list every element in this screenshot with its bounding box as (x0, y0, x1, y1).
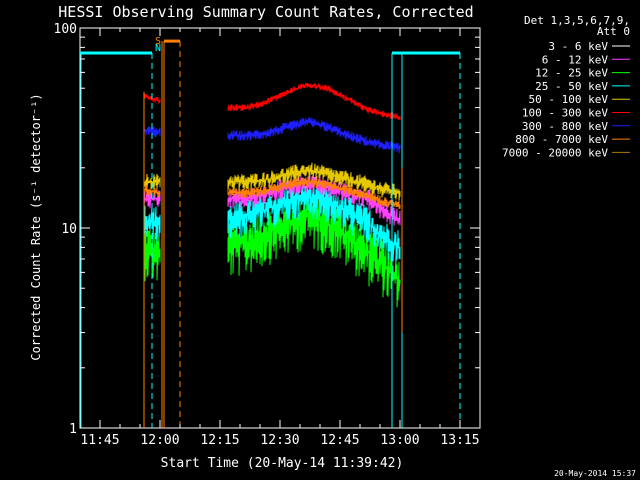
legend-entry-label: 300 - 800 keV (522, 120, 608, 133)
legend-header: Att 0 (597, 25, 630, 38)
series-trace (227, 179, 401, 262)
legend-entry-label: 7000 - 20000 keV (502, 146, 608, 159)
series-trace (227, 162, 401, 201)
legend-entry-label: 25 - 50 keV (535, 80, 608, 93)
series-trace (227, 195, 401, 308)
series-trace (143, 185, 161, 198)
y-tick-label: 10 (61, 222, 77, 237)
x-tick-label: 12:00 (140, 433, 179, 448)
series-trace (227, 177, 401, 210)
x-tick-label: 13:15 (440, 433, 479, 448)
series-trace (227, 82, 401, 121)
y-tick-label: 100 (54, 22, 77, 37)
axes-layer: 11:45 12:00 12:15 12:30 12:45 13:00 13:15 1 10 10… (54, 22, 481, 448)
legend-entry-label: 800 - 7000 keV (515, 133, 608, 146)
x-tick-label: 12:30 (260, 433, 299, 448)
legend-entry-label: 100 - 300 keV (522, 107, 608, 120)
legend-entry-label: 12 - 25 keV (535, 67, 608, 80)
y-tick-label: 1 (69, 422, 77, 437)
legend-entry-label: 50 - 100 keV (529, 93, 609, 106)
series-trace (143, 229, 161, 282)
saa-night-markers: SN (80, 36, 461, 428)
x-axis-label: Start Time (20-May-14 11:39:42) (161, 456, 404, 471)
series-trace (143, 126, 161, 137)
x-tick-label: 12:15 (200, 433, 239, 448)
footer-timestamp: 20-May-2014 15:37 (554, 469, 636, 478)
annotation-s: S (155, 36, 161, 47)
x-tick-label: 13:00 (380, 433, 419, 448)
chart-title: HESSI Observing Summary Count Rates, Cor… (58, 3, 473, 21)
traces-layer (143, 82, 401, 308)
legend-entry-label: 3 - 6 keV (548, 40, 608, 53)
x-tick-label: 11:45 (80, 433, 119, 448)
annotation-n: N (155, 43, 161, 54)
legend-entry-label: 6 - 12 keV (542, 53, 609, 66)
x-tick-label: 12:45 (320, 433, 359, 448)
y-axis-label: Corrected Count Rate (s⁻¹ detector⁻¹) (29, 93, 43, 360)
legend-header: Det 1,3,5,6,7,9, (524, 14, 630, 27)
series-trace (227, 136, 401, 163)
series-trace (227, 117, 401, 154)
